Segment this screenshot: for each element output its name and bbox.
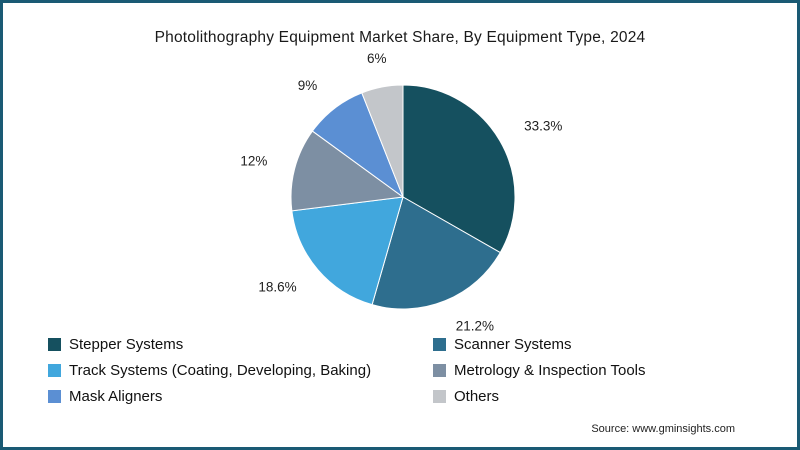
- legend-label-5: Others: [454, 388, 500, 405]
- legend-swatch-3: [433, 364, 446, 377]
- legend-swatch-5: [433, 390, 446, 403]
- legend-label-2: Track Systems (Coating, Developing, Baki…: [69, 362, 372, 379]
- legend-swatch-1: [433, 338, 446, 351]
- legend: Stepper Systems Scanner Systems Track Syst…: [3, 336, 797, 405]
- legend-label-0: Stepper Systems: [69, 336, 184, 353]
- pie-slice-2[interactable]: [291, 196, 404, 306]
- pie-slice-label-3: 12%: [240, 154, 267, 169]
- pie-slice-0[interactable]: [402, 84, 516, 254]
- pie-slice-3[interactable]: [290, 130, 405, 212]
- pie-slice-label-2: 18.6%: [258, 280, 296, 295]
- legend-item-3[interactable]: Metrology & Inspection Tools: [433, 362, 767, 379]
- chart-title: Photolithography Equipment Market Share,…: [154, 29, 646, 46]
- legend-label-4: Mask Aligners: [69, 388, 163, 405]
- pie-slice-5[interactable]: [361, 84, 404, 198]
- legend-item-1[interactable]: Scanner Systems: [433, 336, 767, 353]
- legend-item-2[interactable]: Track Systems (Coating, Developing, Baki…: [48, 362, 433, 379]
- legend-item-5[interactable]: Others: [433, 388, 767, 405]
- pie-slice-label-0: 33.3%: [524, 118, 562, 133]
- legend-swatch-2: [48, 364, 61, 377]
- legend-swatch-4: [48, 390, 61, 403]
- legend-swatch-0: [48, 338, 61, 351]
- pie-chart: 33.3% 21.2% 18.6% 12% 9% 6%: [240, 51, 562, 333]
- legend-item-0[interactable]: Stepper Systems: [48, 336, 433, 353]
- pie-slice-1[interactable]: [371, 196, 501, 310]
- pie-slice-label-5: 6%: [367, 51, 387, 66]
- pie-slice-label-4: 9%: [298, 78, 318, 93]
- legend-item-4[interactable]: Mask Aligners: [48, 388, 433, 405]
- pie-slice-label-1: 21.2%: [456, 318, 494, 333]
- legend-label-1: Scanner Systems: [454, 336, 572, 353]
- legend-label-3: Metrology & Inspection Tools: [454, 362, 646, 379]
- source-attribution: Source: www.gminsights.com: [591, 423, 735, 435]
- pie-chart-area: 33.3% 21.2% 18.6% 12% 9% 6%: [3, 49, 800, 334]
